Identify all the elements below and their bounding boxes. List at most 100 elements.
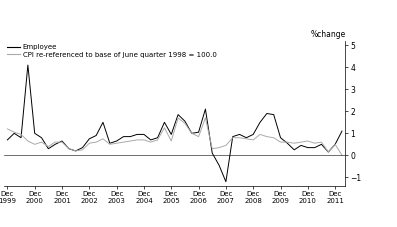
Employee bbox=[148, 138, 153, 141]
CPI re-referenced to base of June quarter 1998 = 100.0 bbox=[108, 143, 112, 146]
Employee bbox=[80, 146, 85, 149]
CPI re-referenced to base of June quarter 1998 = 100.0 bbox=[73, 150, 78, 152]
Employee bbox=[210, 152, 215, 155]
Employee bbox=[230, 135, 235, 138]
CPI re-referenced to base of June quarter 1998 = 100.0 bbox=[5, 128, 10, 130]
Employee bbox=[32, 132, 37, 135]
CPI re-referenced to base of June quarter 1998 = 100.0 bbox=[326, 151, 331, 153]
Employee bbox=[94, 134, 98, 137]
CPI re-referenced to base of June quarter 1998 = 100.0 bbox=[176, 116, 181, 119]
CPI re-referenced to base of June quarter 1998 = 100.0 bbox=[80, 148, 85, 151]
CPI re-referenced to base of June quarter 1998 = 100.0 bbox=[25, 140, 30, 142]
CPI re-referenced to base of June quarter 1998 = 100.0 bbox=[121, 141, 126, 143]
Employee bbox=[217, 164, 222, 167]
CPI re-referenced to base of June quarter 1998 = 100.0 bbox=[210, 147, 215, 150]
Employee bbox=[46, 147, 51, 150]
CPI re-referenced to base of June quarter 1998 = 100.0 bbox=[19, 133, 23, 136]
Employee bbox=[285, 142, 290, 145]
CPI re-referenced to base of June quarter 1998 = 100.0 bbox=[312, 142, 317, 145]
CPI re-referenced to base of June quarter 1998 = 100.0 bbox=[285, 141, 290, 143]
CPI re-referenced to base of June quarter 1998 = 100.0 bbox=[319, 141, 324, 143]
Employee bbox=[278, 136, 283, 139]
CPI re-referenced to base of June quarter 1998 = 100.0 bbox=[94, 141, 98, 143]
Employee bbox=[128, 135, 133, 138]
CPI re-referenced to base of June quarter 1998 = 100.0 bbox=[128, 140, 133, 142]
CPI re-referenced to base of June quarter 1998 = 100.0 bbox=[87, 142, 92, 145]
Employee bbox=[258, 121, 262, 124]
Employee bbox=[333, 143, 337, 146]
Employee bbox=[176, 113, 181, 116]
Legend: Employee, CPI re-referenced to base of June quarter 1998 = 100.0: Employee, CPI re-referenced to base of J… bbox=[8, 44, 217, 58]
Employee bbox=[135, 133, 139, 136]
CPI re-referenced to base of June quarter 1998 = 100.0 bbox=[244, 138, 249, 140]
Employee bbox=[319, 143, 324, 146]
Employee bbox=[189, 132, 194, 135]
CPI re-referenced to base of June quarter 1998 = 100.0 bbox=[305, 140, 310, 142]
Employee bbox=[203, 108, 208, 111]
Employee bbox=[73, 150, 78, 152]
CPI re-referenced to base of June quarter 1998 = 100.0 bbox=[39, 141, 44, 143]
CPI re-referenced to base of June quarter 1998 = 100.0 bbox=[148, 141, 153, 143]
CPI re-referenced to base of June quarter 1998 = 100.0 bbox=[224, 144, 228, 147]
Employee bbox=[312, 146, 317, 149]
Employee bbox=[271, 113, 276, 116]
Text: %change: %change bbox=[310, 30, 345, 39]
CPI re-referenced to base of June quarter 1998 = 100.0 bbox=[196, 135, 201, 138]
CPI re-referenced to base of June quarter 1998 = 100.0 bbox=[66, 147, 71, 150]
Employee bbox=[5, 138, 10, 141]
Employee bbox=[19, 136, 23, 139]
Employee bbox=[142, 133, 146, 136]
Employee bbox=[299, 144, 303, 147]
Employee bbox=[183, 120, 187, 123]
Employee bbox=[162, 121, 167, 124]
Employee bbox=[12, 132, 17, 135]
Employee bbox=[169, 133, 173, 136]
Employee bbox=[66, 147, 71, 150]
CPI re-referenced to base of June quarter 1998 = 100.0 bbox=[333, 143, 337, 146]
CPI re-referenced to base of June quarter 1998 = 100.0 bbox=[230, 136, 235, 139]
Employee bbox=[155, 136, 160, 139]
CPI re-referenced to base of June quarter 1998 = 100.0 bbox=[135, 138, 139, 141]
CPI re-referenced to base of June quarter 1998 = 100.0 bbox=[278, 141, 283, 143]
CPI re-referenced to base of June quarter 1998 = 100.0 bbox=[339, 154, 344, 157]
Employee bbox=[100, 121, 105, 124]
CPI re-referenced to base of June quarter 1998 = 100.0 bbox=[142, 138, 146, 141]
Employee bbox=[244, 136, 249, 139]
Employee bbox=[114, 140, 119, 142]
CPI re-referenced to base of June quarter 1998 = 100.0 bbox=[53, 141, 58, 143]
Employee bbox=[25, 64, 30, 67]
CPI re-referenced to base of June quarter 1998 = 100.0 bbox=[155, 138, 160, 141]
Employee bbox=[339, 130, 344, 133]
Line: Employee: Employee bbox=[8, 65, 342, 182]
Employee bbox=[326, 151, 331, 153]
CPI re-referenced to base of June quarter 1998 = 100.0 bbox=[114, 142, 119, 145]
Employee bbox=[53, 143, 58, 146]
CPI re-referenced to base of June quarter 1998 = 100.0 bbox=[258, 133, 262, 136]
Employee bbox=[87, 138, 92, 140]
Employee bbox=[224, 180, 228, 183]
CPI re-referenced to base of June quarter 1998 = 100.0 bbox=[264, 135, 269, 138]
CPI re-referenced to base of June quarter 1998 = 100.0 bbox=[203, 116, 208, 119]
CPI re-referenced to base of June quarter 1998 = 100.0 bbox=[217, 146, 222, 149]
CPI re-referenced to base of June quarter 1998 = 100.0 bbox=[251, 138, 256, 141]
CPI re-referenced to base of June quarter 1998 = 100.0 bbox=[189, 132, 194, 135]
CPI re-referenced to base of June quarter 1998 = 100.0 bbox=[100, 138, 105, 140]
Employee bbox=[292, 148, 297, 151]
Employee bbox=[121, 135, 126, 138]
CPI re-referenced to base of June quarter 1998 = 100.0 bbox=[292, 142, 297, 145]
Employee bbox=[264, 112, 269, 115]
Employee bbox=[305, 146, 310, 149]
CPI re-referenced to base of June quarter 1998 = 100.0 bbox=[162, 126, 167, 129]
Employee bbox=[60, 140, 64, 142]
CPI re-referenced to base of June quarter 1998 = 100.0 bbox=[32, 143, 37, 146]
CPI re-referenced to base of June quarter 1998 = 100.0 bbox=[169, 140, 173, 142]
CPI re-referenced to base of June quarter 1998 = 100.0 bbox=[183, 122, 187, 125]
CPI re-referenced to base of June quarter 1998 = 100.0 bbox=[271, 136, 276, 139]
Employee bbox=[251, 133, 256, 136]
Line: CPI re-referenced to base of June quarter 1998 = 100.0: CPI re-referenced to base of June quarte… bbox=[8, 118, 342, 155]
CPI re-referenced to base of June quarter 1998 = 100.0 bbox=[46, 145, 51, 148]
CPI re-referenced to base of June quarter 1998 = 100.0 bbox=[299, 141, 303, 143]
CPI re-referenced to base of June quarter 1998 = 100.0 bbox=[60, 141, 64, 143]
Employee bbox=[196, 131, 201, 133]
CPI re-referenced to base of June quarter 1998 = 100.0 bbox=[12, 131, 17, 133]
